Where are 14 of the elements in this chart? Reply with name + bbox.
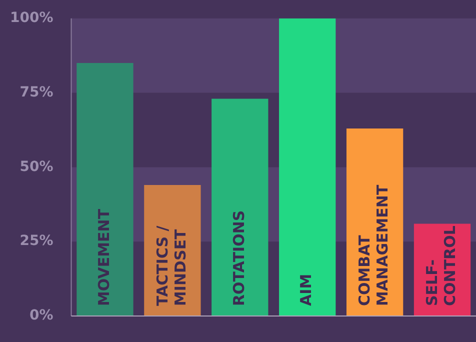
y-tick-label: 50% xyxy=(20,158,54,175)
y-tick-label: 25% xyxy=(20,233,54,250)
y-tick-label: 100% xyxy=(10,10,54,26)
y-tick-label: 0% xyxy=(29,308,54,324)
x-tick-label: AIM xyxy=(297,274,316,306)
x-tick-label: SELF- CONTROL xyxy=(423,225,460,306)
x-tick-label: COMBAT MANAGEMENT xyxy=(356,184,392,306)
bar xyxy=(279,18,336,316)
x-tick-label: MOVEMENT xyxy=(94,208,113,306)
y-tick-label: 75% xyxy=(20,84,54,100)
x-tick-label: TACTICS / MINDSET xyxy=(153,225,190,306)
x-tick-label: ROTATIONS xyxy=(230,210,248,306)
bar xyxy=(76,63,134,316)
bar xyxy=(212,98,268,316)
